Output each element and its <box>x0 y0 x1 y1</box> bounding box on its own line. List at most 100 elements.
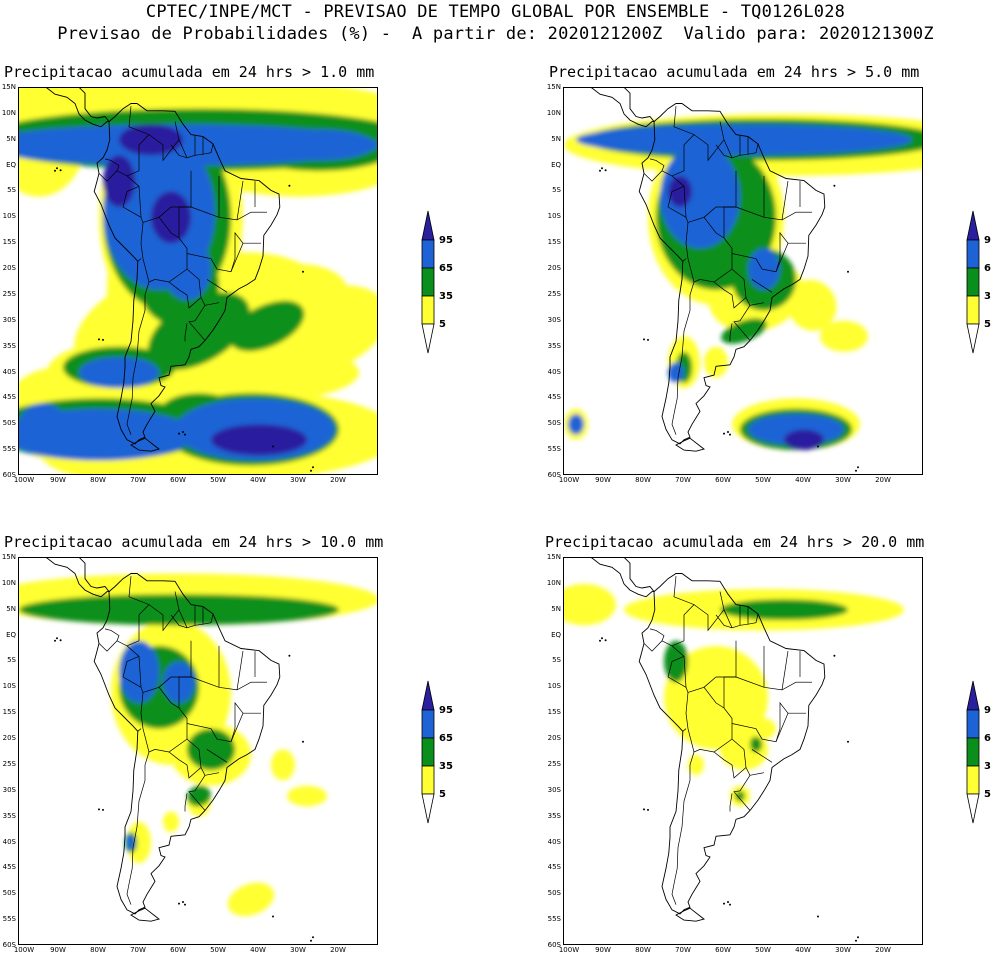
central-america-coastline <box>45 558 110 598</box>
longitude-tick-label: 90W <box>595 946 611 954</box>
latitude-tick-label: 60S <box>547 471 561 479</box>
legend-label: 5 <box>984 319 991 330</box>
island-mark <box>272 915 274 918</box>
island-mark <box>102 808 104 811</box>
probability-area <box>664 640 688 683</box>
island-mark <box>857 466 859 469</box>
panel-2-map <box>563 87 923 475</box>
country-border <box>661 106 695 177</box>
island-mark <box>59 169 62 172</box>
legend-label: 35 <box>439 761 453 772</box>
latitude-tick-label: 25S <box>2 289 16 298</box>
probability-area <box>660 144 740 249</box>
panel-2-title: Precipitacao acumulada em 24 hrs > 5.0 m… <box>549 63 920 81</box>
longitude-tick-label: 50W <box>755 946 771 954</box>
longitude-tick-label: 20W <box>330 946 346 954</box>
island-mark <box>601 637 603 640</box>
latitude-tick-label: EQ <box>6 160 16 169</box>
longitude-tick-label: 60W <box>715 476 731 484</box>
panel-1-map <box>18 87 378 475</box>
longitude-tick-label: 100W <box>558 946 580 954</box>
longitude-tick-label: 40W <box>795 476 811 484</box>
probability-area <box>211 424 307 456</box>
panel-4-legend: 95 65 35 5 <box>965 680 991 825</box>
country-border <box>713 281 747 309</box>
longitude-tick-label: 90W <box>595 476 611 484</box>
country-border <box>236 181 244 220</box>
longitude-tick-label: 100W <box>558 476 580 484</box>
country-border <box>715 144 733 159</box>
country-border <box>781 651 789 690</box>
country-border <box>116 106 150 177</box>
longitude-tick-label: 80W <box>90 476 106 484</box>
country-border <box>729 323 733 342</box>
latitude-tick-label: 40S <box>547 837 561 846</box>
latitude-tick-label: 45S <box>547 863 561 872</box>
country-border <box>116 576 150 647</box>
probability-area <box>271 749 295 781</box>
island-mark <box>288 654 291 657</box>
country-border <box>178 206 252 238</box>
island-mark <box>817 915 819 918</box>
latitude-tick-label: 25S <box>2 759 16 768</box>
country-border <box>661 576 695 647</box>
probability-area <box>229 300 305 352</box>
latitude-tick-label: 20S <box>2 734 16 743</box>
probability-area <box>787 279 837 331</box>
latitude-tick-label: 25S <box>547 759 561 768</box>
latitude-tick-label: 35S <box>547 811 561 820</box>
longitude-tick-label: 70W <box>675 476 691 484</box>
country-border <box>703 206 736 218</box>
country-border <box>178 609 214 629</box>
probability-area <box>103 155 135 207</box>
country-border <box>158 206 191 218</box>
longitude-tick-label: 30W <box>835 946 851 954</box>
panel-3-legend: 95 65 35 5 <box>420 680 470 825</box>
latitude-tick-label: 35S <box>547 341 561 350</box>
latitude-tick-label: 50S <box>547 419 561 428</box>
longitude-tick-label: 90W <box>50 476 66 484</box>
island-mark <box>604 639 607 642</box>
country-border <box>98 158 120 182</box>
country-border <box>751 749 773 763</box>
panel-1-title: Precipitacao acumulada em 24 hrs > 1.0 m… <box>4 63 375 81</box>
map4-probability-field <box>564 558 904 942</box>
latitude-tick-label: 20S <box>547 264 561 273</box>
legend-label: 65 <box>984 263 991 274</box>
legend-label: 5 <box>984 789 991 800</box>
country-border <box>178 139 214 159</box>
legend-label: 95 <box>984 705 991 716</box>
country-border <box>170 614 188 629</box>
country-border <box>671 175 751 341</box>
central-america-coastline <box>590 558 655 598</box>
latitude-tick-label: 55S <box>2 915 16 924</box>
latitude-tick-label: 20S <box>547 734 561 743</box>
longitude-tick-label: 40W <box>250 946 266 954</box>
central-america-coastline <box>45 88 110 128</box>
country-border <box>168 281 202 309</box>
probability-area <box>564 583 616 626</box>
country-border <box>693 121 725 162</box>
legend-label: 35 <box>439 291 453 302</box>
island-mark <box>98 338 100 341</box>
latitude-tick-label: 5N <box>6 134 16 143</box>
header-title: CPTEC/INPE/MCT - PREVISAO DE TEMPO GLOBA… <box>145 2 846 22</box>
country-border <box>186 242 261 273</box>
island-mark <box>604 169 607 172</box>
latitude-tick-label: 30S <box>547 785 561 794</box>
country-border <box>749 772 765 776</box>
island-mark <box>857 936 859 939</box>
south-america-coastline <box>638 103 826 445</box>
latitude-tick-label: 10S <box>547 682 561 691</box>
country-border <box>206 749 228 763</box>
probability-area <box>263 129 375 161</box>
probability-area <box>752 718 776 739</box>
probability-area <box>680 671 704 703</box>
map2-probability-field <box>564 88 922 472</box>
legend-label: 95 <box>984 235 991 246</box>
probability-area <box>750 736 762 752</box>
latitude-tick-label: 5N <box>551 134 561 143</box>
country-border <box>186 712 261 743</box>
legend-label: 35 <box>984 291 991 302</box>
panel-3-title: Precipitacao acumulada em 24 hrs > 10.0 … <box>4 533 384 551</box>
